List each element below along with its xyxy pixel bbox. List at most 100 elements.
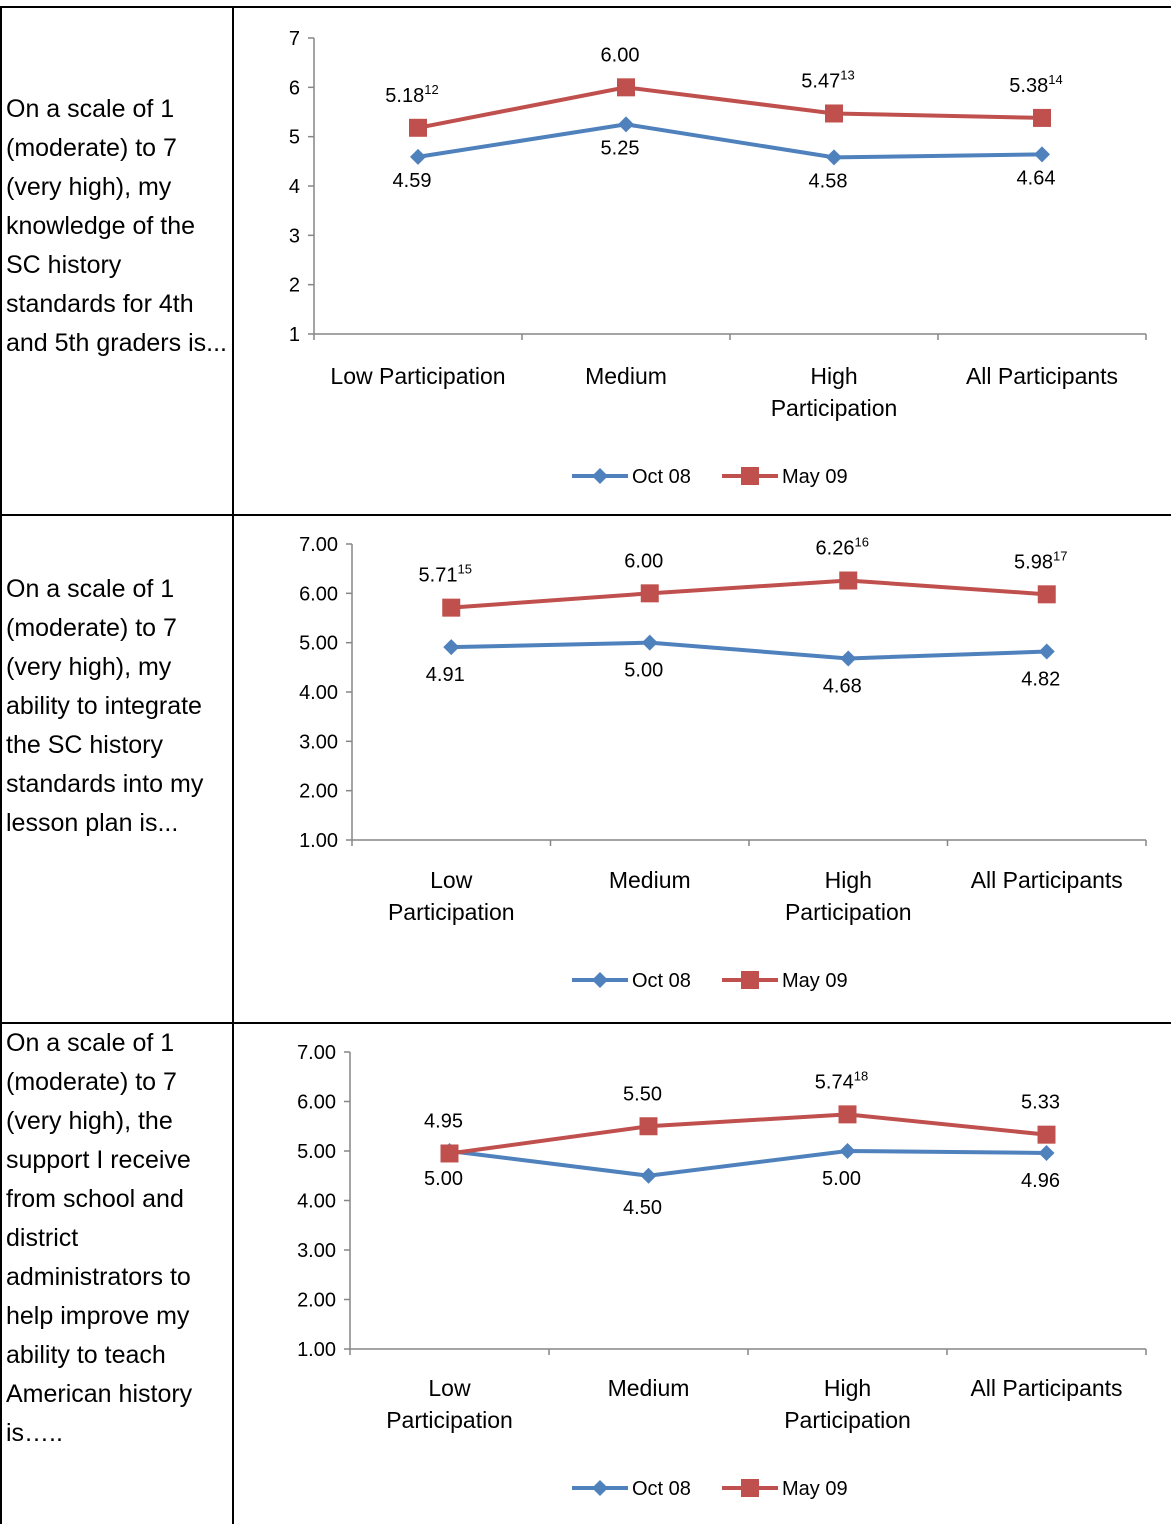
data-point-may09 [1033,108,1051,127]
y-tick-label: 1.00 [297,1339,336,1361]
legend: Oct 08 May 09 [572,970,848,992]
data-label: 5.00 [424,1168,463,1190]
category-label: High Participation [771,363,898,421]
y-tick-label: 6.00 [297,1092,336,1114]
legend-marker-oct08 [592,1480,608,1496]
data-label: 5.4713 [801,67,854,92]
data-label: 5.7418 [815,1068,868,1093]
y-tick-label: 3.00 [297,1240,336,1262]
y-tick-label: 4.00 [299,682,338,704]
y-tick-label: 5 [289,127,300,149]
data-label: 4.68 [823,675,862,697]
question-3-text: On a scale of 1 (moderate) to 7 (very hi… [6,1029,193,1447]
y-tick-label: 5.00 [297,1141,336,1163]
data-label: 4.91 [426,664,465,686]
y-tick-label: 6 [289,77,300,99]
data-label: 6.00 [624,550,663,572]
chart-knowledge: 1 2 3 4 5 6 7 Low Participation Medium High Partic… [289,28,1147,488]
chart-admin-support: 1.00 2.00 3.00 4.00 5.00 6.00 7.00 Low Participa… [297,1042,1147,1500]
y-tick-label: 6.00 [299,583,338,605]
data-label: 5.50 [623,1083,662,1105]
data-point-oct08 [618,116,634,133]
data-label: 6.00 [601,44,640,66]
legend-marker-oct08 [592,972,608,988]
data-point-may09 [825,104,843,123]
legend: Oct 08 May 09 [572,466,848,488]
legend-label-oct08: Oct 08 [632,1478,691,1500]
data-label: 6.2616 [816,535,869,560]
data-label: 5.9817 [1014,548,1067,573]
data-point-may09 [442,598,461,617]
question-1-text: On a scale of 1 (moderate) to 7 (very hi… [6,95,227,357]
series-line-may09 [417,85,1043,130]
chart-integration: 1.00 2.00 3.00 4.00 5.00 6.00 7.00 Low Participa… [299,534,1147,992]
y-tick-label: 2.00 [297,1290,336,1312]
y-tick-label: 7.00 [297,1042,336,1064]
data-label: 5.7115 [419,562,472,587]
legend-marker-may09 [741,467,759,485]
y-tick-label: 3 [289,225,300,247]
y-tick-label: 2.00 [299,781,338,803]
data-point-may09 [838,1105,857,1124]
category-label: All Participants [966,363,1118,389]
data-point-oct08 [410,148,426,165]
data-label: 5.00 [624,660,663,682]
data-label: 4.58 [809,170,848,192]
table-border-top [0,6,1171,8]
data-point-may09 [839,571,858,590]
data-point-may09 [1037,585,1056,604]
category-label: Low Participation [386,1375,513,1433]
data-point-may09 [409,118,427,137]
y-tick-label: 1.00 [299,830,338,852]
data-point-oct08 [1038,643,1055,660]
data-label: 4.82 [1021,669,1060,691]
series-line-oct08 [449,1148,1047,1178]
series-line-oct08 [451,640,1047,661]
legend-label-may09: May 09 [782,970,848,992]
table-row-divider [0,514,1171,516]
table-column-divider [232,6,234,1524]
category-label: Medium [585,363,667,389]
data-point-may09 [639,1117,658,1136]
data-label: 5.25 [601,137,640,159]
legend-label-may09: May 09 [782,466,848,488]
legend: Oct 08 May 09 [572,1478,848,1500]
table-row-divider [0,1022,1171,1024]
legend-marker-may09 [741,1479,759,1497]
category-label: Medium [608,1375,690,1401]
data-label: 4.95 [424,1110,463,1132]
data-point-may09 [1037,1125,1056,1144]
y-tick-label: 7.00 [299,534,338,556]
series-line-may09 [451,578,1047,610]
question-2-text: On a scale of 1 (moderate) to 7 (very hi… [6,575,204,837]
legend-marker-oct08 [592,468,608,484]
data-point-may09 [617,78,635,97]
y-tick-label: 4 [289,176,300,198]
data-label: 4.50 [623,1197,662,1219]
data-label: 5.33 [1021,1092,1060,1114]
data-point-may09 [440,1144,459,1163]
data-point-oct08 [641,634,658,651]
y-tick-label: 1 [289,324,300,346]
category-label: Medium [609,867,691,893]
data-label: 5.00 [822,1168,861,1190]
series-line-may09 [449,1112,1047,1156]
data-label: 4.96 [1021,1170,1060,1192]
legend-label-oct08: Oct 08 [632,466,691,488]
y-tick-label: 3.00 [299,731,338,753]
category-label: Low Participation [330,363,505,389]
category-label: High Participation [785,867,912,925]
y-tick-label: 5.00 [299,633,338,655]
category-label: All Participants [970,1375,1122,1401]
data-point-oct08 [840,650,857,667]
data-point-oct08 [640,1167,657,1184]
data-label: 5.1812 [385,82,438,107]
y-tick-label: 7 [289,28,300,50]
legend-label-oct08: Oct 08 [632,970,691,992]
y-tick-label: 4.00 [297,1191,336,1213]
data-point-oct08 [826,149,842,166]
data-point-may09 [640,584,659,603]
category-label: Low Participation [388,867,515,925]
data-point-oct08 [443,639,460,656]
